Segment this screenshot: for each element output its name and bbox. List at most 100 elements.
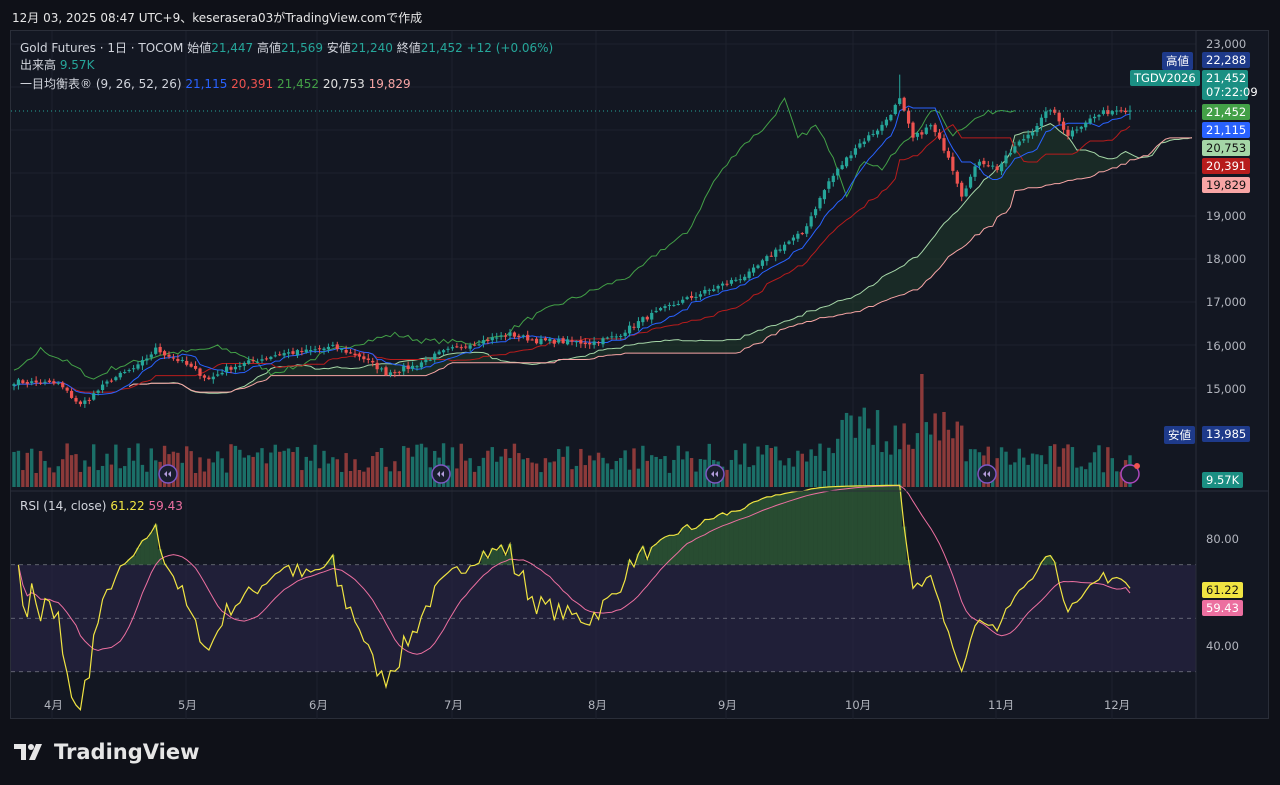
volume-bar: [410, 456, 415, 487]
candle-body: [1115, 110, 1119, 112]
candle-body: [1119, 110, 1123, 112]
volume-bar: [1057, 466, 1061, 487]
volume-bar: [840, 419, 844, 487]
candle-body: [986, 165, 990, 167]
high-label: 高値: [257, 41, 282, 55]
candle-body: [951, 156, 955, 171]
candle-body: [242, 362, 246, 367]
candle-body: [552, 339, 556, 344]
rsi-ma-value: 59.43: [148, 499, 183, 513]
month-label: 9月: [718, 698, 737, 712]
candle-body: [406, 365, 410, 370]
candle-body: [738, 279, 742, 281]
rsi-tick: 40.00: [1206, 639, 1239, 653]
price-tick: 17,000: [1206, 295, 1247, 309]
candle-body: [167, 354, 171, 357]
candle-body: [915, 133, 920, 137]
volume-bar: [477, 466, 481, 487]
volume-badge: 9.57K: [1202, 472, 1244, 488]
candle-body: [778, 249, 782, 251]
volume-bar: [16, 450, 21, 487]
candle-body: [388, 372, 393, 376]
candle-body: [424, 359, 428, 363]
volume-bar: [543, 458, 548, 487]
candle-body: [707, 289, 711, 291]
candle-body: [379, 368, 384, 370]
chart-caption: 12月 03, 2025 08:47 UTC+9、keserasera03がTr…: [12, 11, 423, 25]
candle-body: [34, 380, 38, 383]
ichimoku-cloud: [129, 123, 1193, 394]
candle-body: [1022, 139, 1026, 141]
candle-body: [441, 350, 446, 353]
candle-body: [295, 350, 300, 356]
volume-bar: [605, 463, 610, 487]
candle-body: [291, 351, 295, 354]
volume-bar: [202, 471, 207, 487]
candle-body: [840, 165, 844, 169]
candle-body: [1057, 112, 1061, 122]
candle-body: [960, 182, 964, 197]
candle-body: [1110, 111, 1114, 115]
volume-bar: [946, 429, 951, 487]
candle-body: [335, 344, 339, 350]
high-badge-label: 高値: [1162, 52, 1193, 70]
volume-bars: [12, 374, 1140, 487]
ichimoku-label: 一目均衡表® (9, 26, 52, 26): [20, 77, 182, 91]
candle-body: [1061, 121, 1066, 130]
volume-bar: [849, 415, 853, 487]
volume-bar: [264, 463, 269, 487]
candle-body: [1079, 126, 1083, 129]
volume-bar: [596, 452, 601, 487]
brand-logo[interactable]: TradingView: [14, 740, 199, 764]
volume-bar: [340, 471, 344, 487]
candle-body: [499, 335, 503, 337]
candle-body: [1048, 110, 1052, 112]
high-badge-value: 22,288: [1202, 52, 1251, 68]
volume-bar: [481, 457, 486, 487]
candle-body: [858, 143, 862, 148]
candle-body: [853, 148, 858, 155]
candle-body: [844, 157, 849, 167]
candle-body: [428, 359, 432, 361]
month-label: 8月: [588, 698, 607, 712]
close-value: 21,452: [420, 41, 463, 55]
symbol-title: Gold Futures · 1日 · TOCOM: [20, 41, 184, 55]
volume-bar: [893, 425, 897, 487]
candle-body: [145, 358, 149, 361]
volume-bar: [614, 460, 618, 487]
volume-bar: [880, 452, 884, 487]
candle-body: [171, 357, 176, 359]
volume-bar: [384, 466, 388, 487]
volume-bar: [1110, 458, 1114, 487]
candle-body: [140, 360, 145, 366]
candle-body: [176, 358, 180, 362]
candle-body: [317, 348, 322, 350]
price-tick: 18,000: [1206, 252, 1247, 266]
candle-body: [38, 382, 43, 384]
candle-body: [605, 337, 610, 339]
candle-body: [185, 360, 189, 365]
volume-bar: [251, 456, 255, 487]
candle-body: [415, 366, 419, 368]
candle-body: [114, 377, 118, 381]
candle-body: [83, 400, 87, 404]
candle-body: [774, 249, 778, 257]
volume-bar: [176, 452, 180, 487]
month-label: 11月: [988, 698, 1015, 712]
month-label: 5月: [178, 698, 197, 712]
symbol-tag: TGDV2026: [1130, 70, 1200, 86]
candle-body: [189, 363, 193, 367]
volume-bar: [641, 445, 645, 487]
volume-bar: [499, 456, 503, 487]
volume-bar: [685, 451, 689, 487]
candle-body: [162, 351, 167, 356]
volume-bar: [286, 448, 291, 487]
candle-body: [1092, 116, 1097, 119]
change-value: +12 (+0.06%): [466, 41, 554, 55]
candle-body: [433, 353, 437, 360]
low-badge-label: 安値: [1164, 426, 1195, 444]
price-candles: [12, 74, 1132, 408]
volume-bar: [929, 434, 933, 487]
candle-body: [366, 358, 370, 360]
